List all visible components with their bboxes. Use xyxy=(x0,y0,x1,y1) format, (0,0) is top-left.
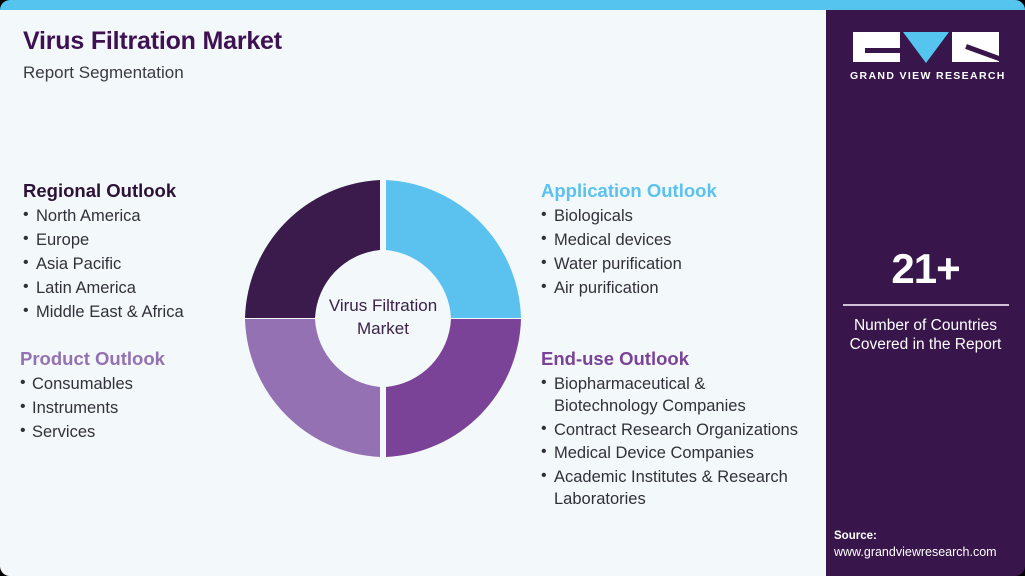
source-url[interactable]: www.grandviewresearch.com xyxy=(834,545,997,559)
outlook-list-product: Consumables Instruments Services xyxy=(20,372,250,444)
stat-label-line-1: Number of Countries xyxy=(853,316,997,334)
outlook-group-enduse: End-use Outlook Biopharmaceutical & Biot… xyxy=(541,348,806,511)
outlook-title-enduse: End-use Outlook xyxy=(541,348,689,369)
outlook-group-product: Product Outlook Consumables Instruments … xyxy=(20,348,250,444)
list-item: Biopharmaceutical & Biotechnology Compan… xyxy=(541,372,806,418)
outlook-list-enduse: Biopharmaceutical & Biotechnology Compan… xyxy=(541,372,806,511)
list-item: Instruments xyxy=(20,396,250,420)
list-item: Medical Device Companies xyxy=(541,441,806,464)
donut-slice-enduse[interactable] xyxy=(386,319,521,457)
outlook-title-regional: Regional Outlook xyxy=(23,180,177,201)
logo-marks xyxy=(850,32,1002,63)
page-title: Virus Filtration Market xyxy=(23,27,282,55)
list-item: Air purification xyxy=(541,276,811,300)
list-item: Services xyxy=(20,420,250,444)
source-block: Source: www.grandviewresearch.com xyxy=(834,530,1024,559)
source-heading: Source: xyxy=(834,530,877,542)
list-item: Water purification xyxy=(541,252,811,276)
outlook-group-regional: Regional Outlook North America Europe As… xyxy=(23,180,273,324)
list-item: Latin America xyxy=(23,276,273,300)
stat-countries: 21+ Number of Countries Covered in the R… xyxy=(826,248,1025,355)
page-subtitle: Report Segmentation xyxy=(23,63,184,82)
list-item: Asia Pacific xyxy=(23,252,273,276)
segmentation-donut-chart: Virus Filtration Market xyxy=(241,172,525,464)
outlook-list-application: Biologicals Medical devices Water purifi… xyxy=(541,204,811,300)
stat-label: Number of Countries Covered in the Repor… xyxy=(826,316,1025,356)
list-item: Biologicals xyxy=(541,204,811,228)
letter-r-icon xyxy=(952,32,999,62)
donut-slice-product[interactable] xyxy=(245,319,380,457)
content-panel: Virus Filtration Market Report Segmentat… xyxy=(0,10,826,576)
letter-v-triangle-icon xyxy=(903,32,949,63)
brand-logo[interactable]: GRAND VIEW RESEARCH xyxy=(850,32,1006,82)
list-item: Contract Research Organizations xyxy=(541,418,806,441)
header: Virus Filtration Market Report Segmentat… xyxy=(23,27,282,83)
donut-slice-regional[interactable] xyxy=(245,180,380,318)
logo-wordmark: GRAND VIEW RESEARCH xyxy=(850,70,1006,82)
list-item: Academic Institutes & Research Laborator… xyxy=(541,465,806,511)
top-accent-bar xyxy=(0,0,1025,10)
outlook-title-application: Application Outlook xyxy=(541,180,717,201)
list-item: Middle East & Africa xyxy=(23,300,273,324)
list-item: Medical devices xyxy=(541,228,811,252)
list-item: North America xyxy=(23,204,273,228)
brand-sidebar: GRAND VIEW RESEARCH 21+ Number of Countr… xyxy=(826,10,1025,576)
outlook-group-application: Application Outlook Biologicals Medical … xyxy=(541,180,811,300)
letter-g-icon xyxy=(853,32,900,62)
donut-svg xyxy=(245,180,521,457)
outlook-title-product: Product Outlook xyxy=(20,348,165,369)
list-item: Consumables xyxy=(20,372,250,396)
outlook-list-regional: North America Europe Asia Pacific Latin … xyxy=(23,204,273,324)
stat-divider xyxy=(842,304,1009,306)
donut-slice-application[interactable] xyxy=(386,180,521,318)
list-item: Europe xyxy=(23,228,273,252)
stat-value: 21+ xyxy=(891,245,960,292)
stat-label-line-2: Covered in the Report xyxy=(849,336,1002,354)
